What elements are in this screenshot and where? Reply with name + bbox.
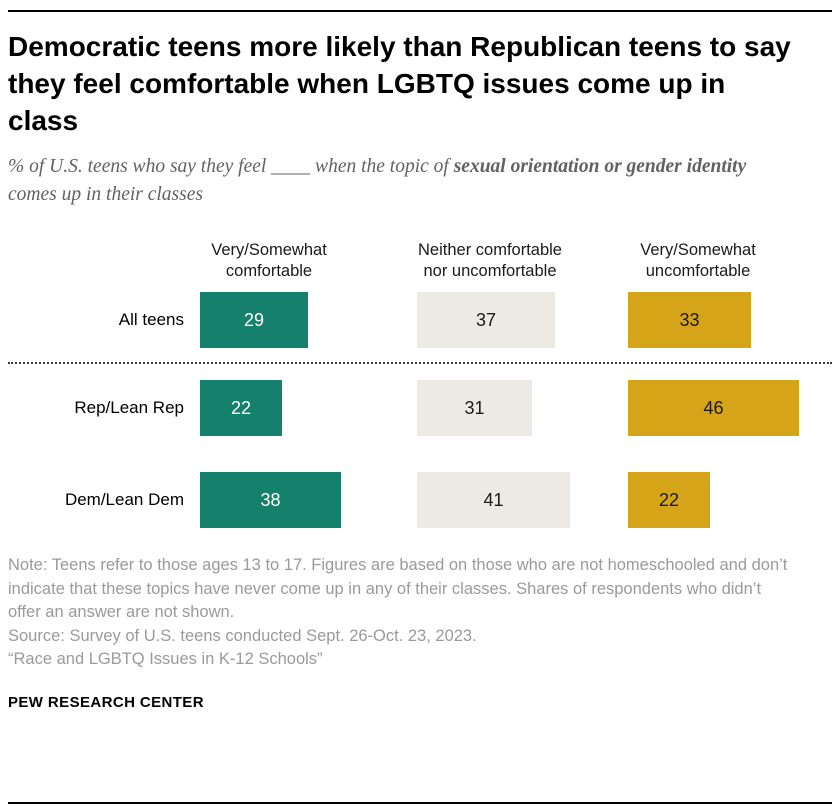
bar: 31: [417, 380, 532, 437]
bar-cell: 37: [417, 292, 628, 349]
bar-cell: 33: [628, 292, 832, 349]
bar-cell: 46: [628, 380, 832, 437]
bar-cell: 38: [200, 472, 417, 529]
bar-value: 41: [483, 489, 504, 510]
chart-row: Dem/Lean Dem 38 41 22: [8, 472, 832, 529]
subtitle-bold-phrase: sexual orientation or gender identity: [453, 155, 747, 177]
row-label: Rep/Lean Rep: [74, 398, 184, 418]
bar-cell: 29: [200, 292, 417, 349]
column-header-cell: Neither comfortable nor uncomfortable: [417, 240, 628, 282]
column-header-comfortable: Very/Somewhat comfortable: [211, 241, 327, 281]
bar-value: 38: [260, 489, 281, 510]
bar-chart: Very/Somewhat comfortable Neither comfor…: [8, 240, 832, 529]
bar: 29: [200, 292, 308, 349]
bar-value: 29: [243, 309, 265, 330]
bar-value: 33: [679, 309, 700, 330]
top-rule: [8, 10, 832, 12]
bar-value: 22: [658, 489, 680, 510]
row-label: All teens: [118, 310, 184, 330]
bar-value: 37: [475, 309, 497, 330]
bar: 46: [628, 380, 799, 437]
subtitle-prefix: % of U.S. teens who say they feel ____ w…: [8, 155, 454, 177]
chart-rows: All teens 29 37 33 Rep/Lean Rep 22 31 46 Dem/Lea…: [8, 292, 832, 529]
subtitle-suffix: comes up in their classes: [8, 183, 203, 205]
bar-value: 22: [230, 397, 252, 418]
bar: 38: [200, 472, 341, 529]
chart-row: All teens 29 37 33: [8, 292, 832, 349]
column-header-neither: Neither comfortable nor uncomfortable: [418, 241, 562, 281]
bar: 41: [417, 472, 570, 529]
bar: 22: [628, 472, 710, 529]
bar-cell: 22: [628, 472, 832, 529]
column-header-cell: Very/Somewhat uncomfortable: [628, 240, 832, 282]
chart-notes: Note: Teens refer to those ages 13 to 17…: [8, 554, 798, 671]
source-text: Source: Survey of U.S. teens conducted S…: [8, 626, 477, 645]
bottom-rule: [8, 802, 832, 804]
column-header-uncomfortable: Very/Somewhat uncomfortable: [640, 241, 756, 281]
bar: 33: [628, 292, 751, 349]
bar: 37: [417, 292, 555, 349]
column-header-cell: Very/Somewhat comfortable: [200, 240, 417, 282]
report-title-text: “Race and LGBTQ Issues in K-12 Schools”: [8, 650, 323, 669]
bar-value: 46: [703, 397, 724, 418]
chart-title: Democratic teens more likely than Republ…: [8, 31, 791, 136]
column-headers: Very/Somewhat comfortable Neither comfor…: [8, 240, 832, 282]
chart-subtitle: % of U.S. teens who say they feel ____ w…: [8, 153, 798, 208]
bar-value: 31: [464, 397, 485, 418]
pew-research-center-wordmark: PEW RESEARCH CENTER: [8, 693, 204, 711]
bar-cell: 31: [417, 380, 628, 437]
row-label: Dem/Lean Dem: [64, 490, 184, 510]
bar-cell: 41: [417, 472, 628, 529]
note-text: Note: Teens refer to those ages 13 to 17…: [8, 556, 788, 622]
bar: 22: [200, 380, 282, 437]
bar-cell: 22: [200, 380, 417, 437]
chart-row: Rep/Lean Rep 22 31 46: [8, 380, 832, 437]
group-separator-dotted-line: [8, 362, 832, 365]
